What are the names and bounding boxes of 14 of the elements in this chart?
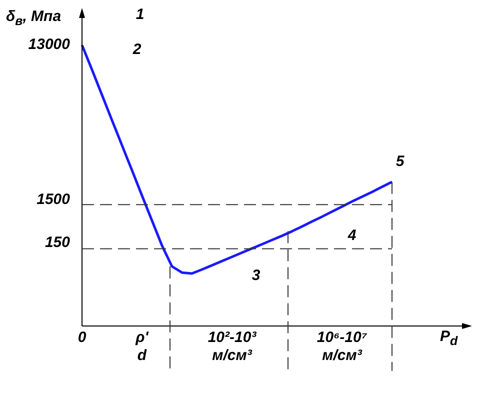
x-tick-label: 10²-10³ м/см³ [208,329,258,364]
text: 1 [136,6,144,24]
text: 5 [396,153,405,170]
text: 1500 [36,191,71,208]
x-tick-label: 10⁶-10⁷ м/см³ [316,329,368,364]
annotation: 2 [132,41,142,58]
x-tick-label: 0 [78,329,87,346]
text: 150 [44,234,71,252]
y-axis-title: δ$_{в}$, Мпа [6,8,62,28]
x-tick-label: ρ' d [134,329,149,364]
annotation: 4 [346,227,357,244]
x-axis-title: P$_{d}$ [440,328,458,348]
text: 13000 [28,36,71,54]
annotation: 3 [252,267,261,284]
